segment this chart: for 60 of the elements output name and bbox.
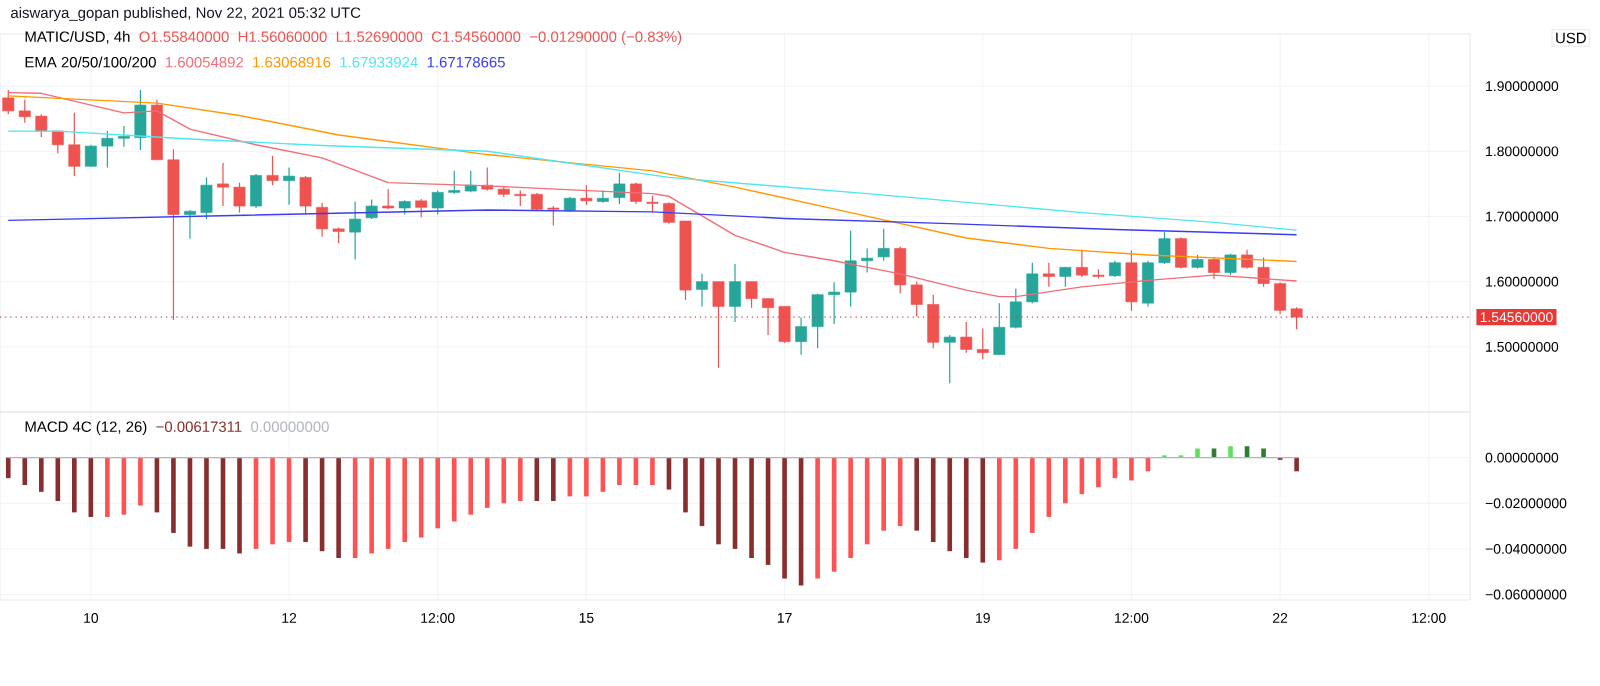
candlestick [2,89,15,115]
candlestick [266,155,279,186]
candlestick [613,172,626,205]
candlestick [976,327,989,360]
candlestick [762,298,774,336]
candlestick [448,170,461,195]
candlestick [316,202,329,238]
candlestick [134,89,147,151]
candlestick [68,112,81,177]
candlestick [596,189,609,204]
candlestick [1042,262,1055,288]
candlestick [1125,249,1138,312]
candlestick [415,198,428,218]
candlestick [844,230,857,308]
candlestick [1009,288,1022,330]
line-series [7,130,1298,231]
candlestick [1274,281,1287,315]
candlestick [877,228,890,262]
candlestick [943,334,956,384]
candlestick [1059,266,1072,288]
candlestick [101,130,114,169]
candlestick [1290,306,1303,330]
candlestick [828,281,841,325]
candlestick [1257,256,1270,288]
candlestick [1208,256,1220,280]
candlestick [1175,236,1187,270]
candlestick [1158,231,1171,265]
candlestick [960,321,973,354]
line-series [7,91,1298,298]
candlestick [250,173,262,209]
candlestick [580,184,593,206]
candlestick [299,175,312,215]
candlestick [745,281,758,309]
candlestick [184,209,196,240]
candlestick [283,167,295,206]
candlestick [993,302,1006,356]
candlestick [696,273,708,308]
candlestick [729,263,741,323]
candlestick [35,113,48,138]
candlestick [233,181,246,214]
candlestick [778,305,791,344]
candlestick [200,176,213,220]
candlestick [431,189,444,216]
candlestick [217,162,229,207]
line-series [7,209,1298,236]
candlestick [927,294,940,349]
candlestick [1142,260,1154,308]
candlestick [1241,249,1253,270]
candlestick [861,247,874,274]
candlestick [910,281,923,317]
candlestick [117,125,130,148]
candlestick [365,198,378,220]
candlestick [547,205,560,227]
candlestick [811,292,824,349]
candlestick [1075,249,1088,278]
candlestick [894,245,907,294]
candlestick [18,99,31,124]
candlestick [712,281,725,369]
candlestick [795,316,808,356]
candlestick [349,200,362,261]
